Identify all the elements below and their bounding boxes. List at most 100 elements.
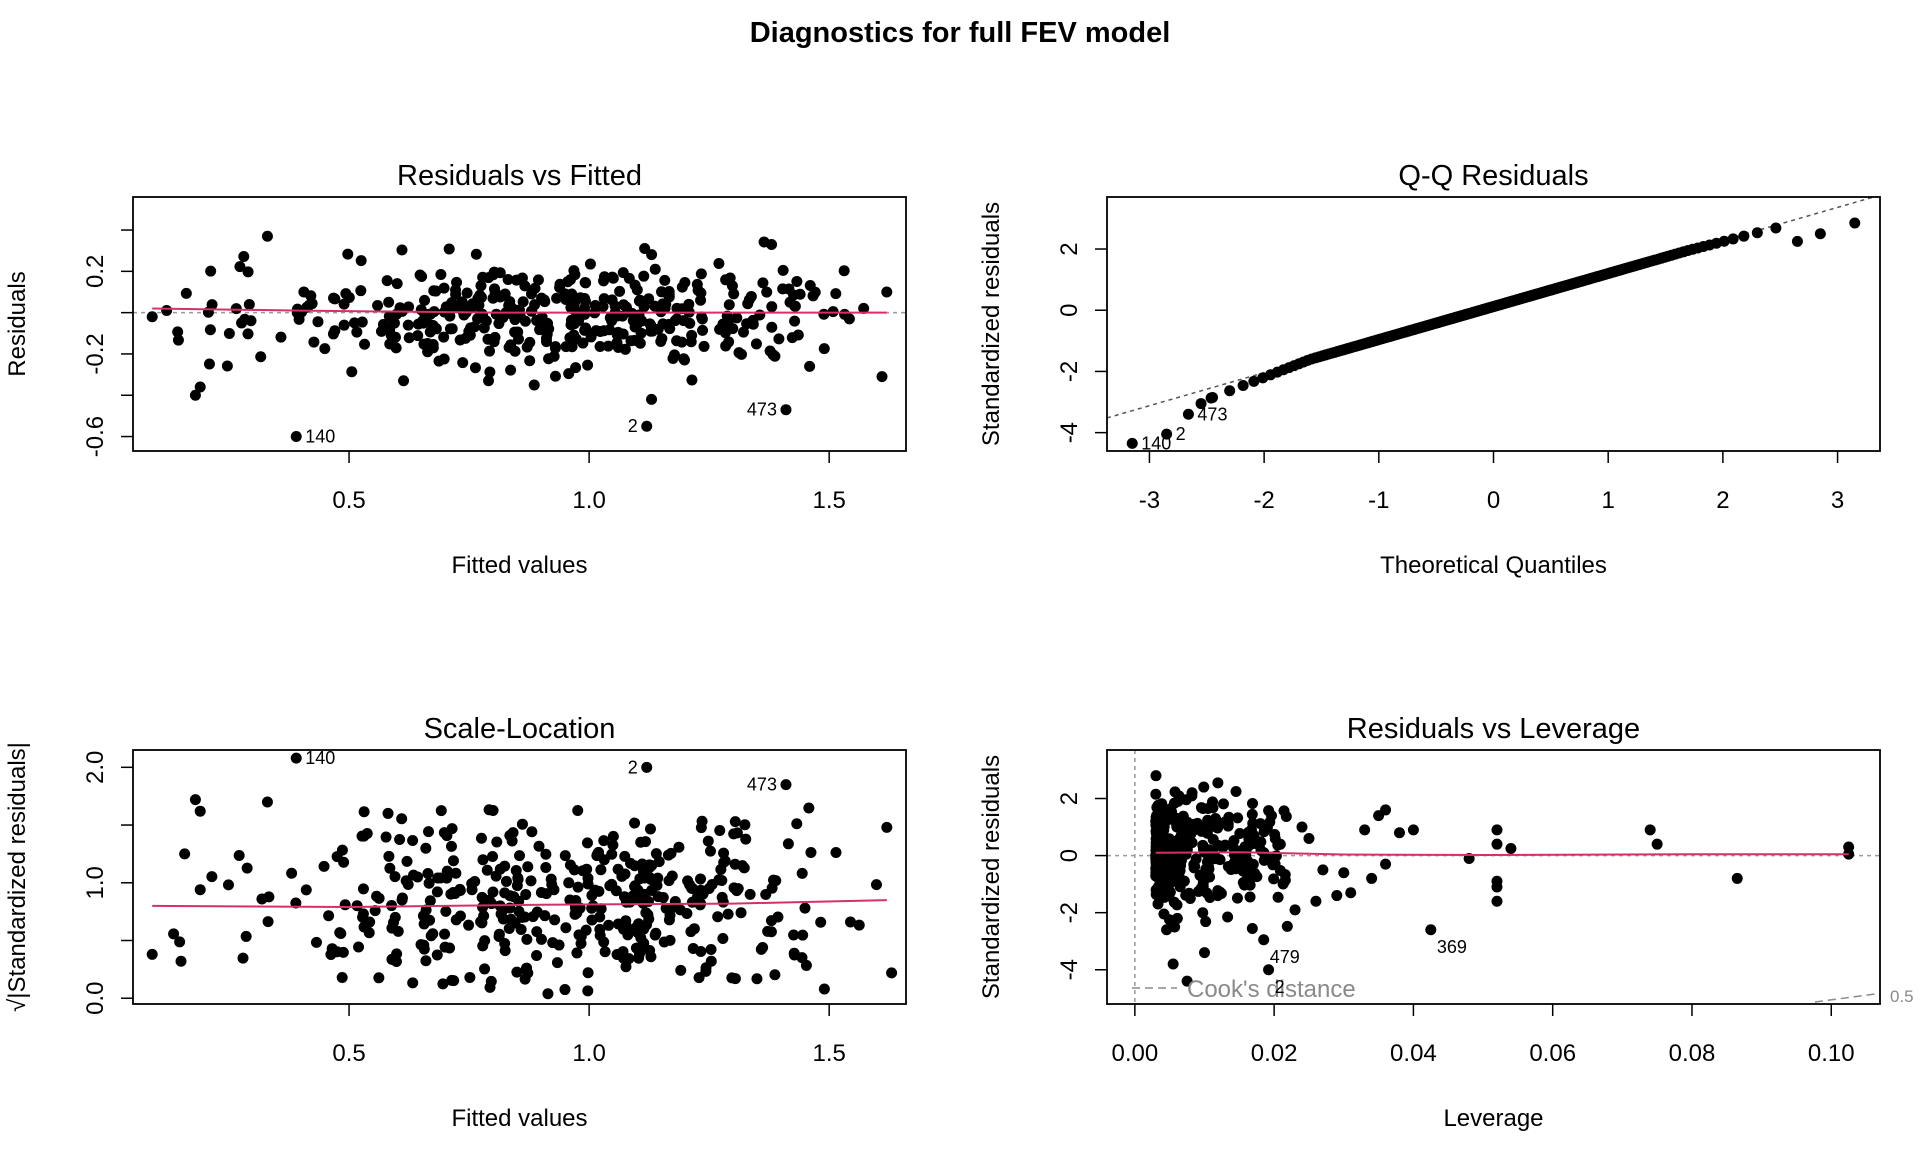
data-point (448, 975, 460, 987)
data-point (644, 823, 656, 835)
point-label: 473 (747, 775, 777, 795)
data-point (205, 265, 217, 277)
data-point (480, 315, 492, 327)
data-point (1150, 770, 1162, 782)
data-point (1247, 858, 1259, 870)
data-point (698, 340, 710, 352)
data-point (1345, 887, 1357, 899)
data-point (655, 336, 667, 348)
data-point (723, 299, 735, 311)
data-point (1491, 824, 1503, 836)
x-tick-label: 0.04 (1390, 1040, 1437, 1067)
data-point (562, 276, 574, 288)
data-point (520, 889, 532, 901)
data-point (1196, 825, 1208, 837)
data-point (602, 340, 614, 352)
data-point (682, 875, 694, 887)
data-point (371, 890, 383, 902)
data-point (381, 275, 393, 287)
data-point (389, 871, 401, 883)
data-point (629, 321, 641, 333)
data-point (444, 323, 456, 335)
data-point (1163, 887, 1175, 899)
data-point (1245, 872, 1257, 884)
data-point (275, 331, 287, 343)
data-point (525, 875, 537, 887)
point-label: 479 (1270, 947, 1300, 967)
data-point (407, 834, 419, 846)
point-label: 473 (1197, 404, 1227, 424)
data-point (782, 838, 794, 850)
data-point (189, 794, 201, 806)
data-point (540, 861, 552, 873)
data-point (1207, 391, 1219, 403)
data-point (394, 834, 406, 846)
data-point (1197, 907, 1209, 919)
data-point (590, 325, 602, 337)
data-point (747, 318, 759, 330)
data-point (582, 985, 594, 997)
x-tick-label: 0 (1487, 487, 1500, 514)
data-point (290, 752, 302, 764)
data-point (611, 949, 623, 961)
data-point (1223, 811, 1235, 823)
data-point (520, 964, 532, 976)
data-point (669, 315, 681, 327)
data-point (450, 867, 462, 879)
data-point (712, 911, 724, 923)
panel-scale-location: Scale-Location Fitted values √|Standardize… (4, 713, 907, 1132)
data-point (241, 862, 253, 874)
data-point (673, 841, 685, 853)
data-point (818, 308, 830, 320)
data-point (629, 880, 641, 892)
data-point (1126, 437, 1138, 449)
data-point (477, 854, 489, 866)
x-tick-label: 0.10 (1808, 1040, 1855, 1067)
data-point (1731, 872, 1743, 884)
data-point (633, 888, 645, 900)
data-point (441, 872, 453, 884)
data-point (645, 885, 657, 897)
data-point (1152, 898, 1164, 910)
data-point (1425, 924, 1437, 936)
data-point (475, 832, 487, 844)
data-point (528, 379, 540, 391)
y-axis-label: Standardized residuals (978, 202, 1005, 446)
data-point (1174, 865, 1186, 877)
data-point (693, 972, 705, 984)
data-point (791, 818, 803, 830)
data-point (391, 308, 403, 320)
data-point (221, 360, 233, 372)
data-point (483, 804, 495, 816)
data-point (696, 313, 708, 325)
y-tick-label: -4 (1056, 422, 1083, 443)
plot-area (1107, 197, 1877, 449)
data-point (521, 341, 533, 353)
data-point (503, 922, 515, 934)
data-point (443, 243, 455, 255)
data-point (716, 891, 728, 903)
data-point (1161, 428, 1173, 440)
data-point (346, 366, 358, 378)
data-point (356, 316, 368, 328)
point-label: 140 (305, 427, 335, 447)
y-tick-label: -0.6 (82, 416, 109, 457)
data-point (522, 861, 534, 873)
data-point (799, 902, 811, 914)
data-point (607, 272, 619, 284)
data-point (839, 308, 851, 320)
data-point (713, 258, 725, 270)
data-point (777, 264, 789, 276)
data-point (357, 911, 369, 923)
data-point (424, 914, 436, 926)
data-point (477, 901, 489, 913)
data-point (607, 839, 619, 851)
data-point (674, 904, 686, 916)
data-point (594, 341, 606, 353)
data-point (1310, 895, 1322, 907)
data-point (206, 871, 218, 883)
data-point (809, 286, 821, 298)
data-point (1243, 840, 1255, 852)
data-point (438, 331, 450, 343)
data-point (427, 319, 439, 331)
